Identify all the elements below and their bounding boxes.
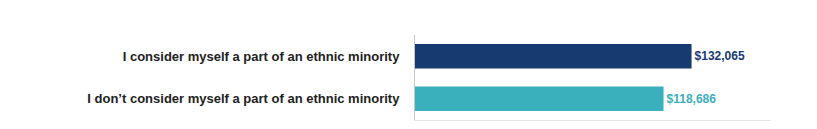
svg-text:I consider myself a part of an: I consider myself a part of an ethnic mi… bbox=[123, 49, 400, 64]
svg-text:$132,065: $132,065 bbox=[695, 49, 745, 63]
svg-text:$118,686: $118,686 bbox=[667, 92, 717, 106]
svg-text:I don’t consider myself a part: I don’t consider myself a part of an eth… bbox=[87, 91, 400, 106]
